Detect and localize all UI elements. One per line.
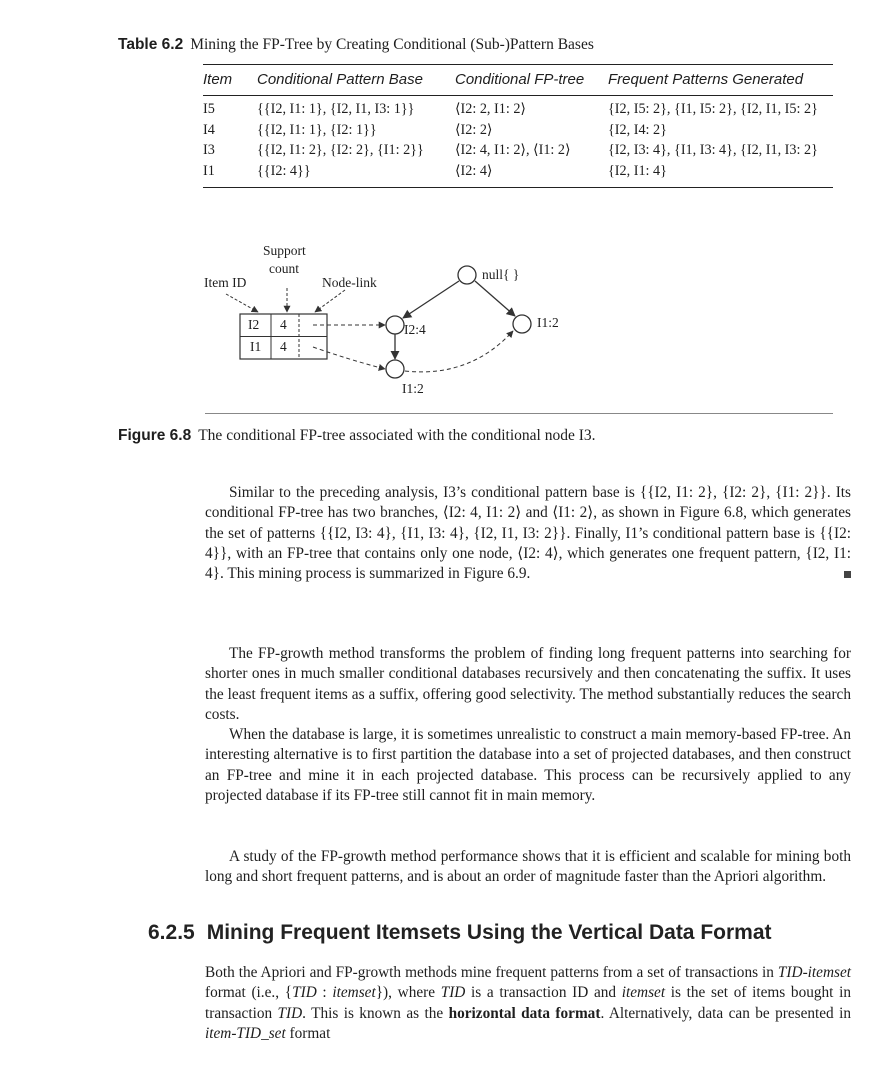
cell-item: I5 (203, 101, 215, 117)
section-heading: 6.2.5 Mining Frequent Itemsets Using the … (148, 921, 772, 945)
fp-tree-diagram (225, 265, 532, 379)
i2-node-label: I2:4 (404, 322, 426, 337)
cell-pattern-base: {{I2: 4}} (257, 162, 311, 179)
end-of-example-mark (844, 571, 851, 579)
figure-caption-text: The conditional FP-tree associated with … (198, 427, 596, 444)
table-bottom-rule (203, 187, 833, 188)
cell-fp-tree: ⟨I2: 4⟩ (455, 162, 493, 179)
table-row: I4 {{I2, I1: 1}, {I2: 1}} ⟨I2: 2⟩ {I2, I… (203, 120, 833, 141)
header-frequent-patterns: Frequent Patterns Generated (608, 71, 804, 88)
paragraph-2: The FP-growth method transforms the prob… (205, 645, 851, 723)
paragraph-4: A study of the FP-growth method performa… (205, 848, 851, 886)
cell-patterns: {I2, I1: 4} (608, 162, 667, 179)
figure-label: Figure 6.8 (118, 427, 192, 444)
table-label: Table 6.2 (118, 36, 184, 53)
figure-caption: Figure 6.8 The conditional FP-tree associ… (118, 427, 596, 445)
section-number: 6.2.5 (148, 921, 195, 944)
i1-right-node-label: I1:2 (537, 315, 559, 330)
cell-fp-tree: ⟨I2: 2, I1: 2⟩ (455, 101, 526, 117)
cell-item: I1 (203, 162, 215, 179)
conditional-pattern-table: Item Conditional Pattern Base Conditiona… (203, 64, 833, 188)
figure-conditional-fp-tree: Item ID Support count Node-link null{ } … (0, 238, 886, 398)
cell-pattern-base: {{I2, I1: 1}, {I2: 1}} (257, 121, 377, 138)
cell-pattern-base: {{I2, I1: 1}, {I2, I1, I3: 1}} (257, 101, 415, 117)
table-header-row: Item Conditional Pattern Base Conditiona… (203, 65, 833, 92)
table-caption: Table 6.2 Mining the FP-Tree by Creating … (118, 36, 594, 54)
table-caption-text: Mining the FP-Tree by Creating Condition… (190, 36, 594, 53)
paragraph-3: When the database is large, it is someti… (205, 726, 851, 804)
null-node-label: null{ } (482, 267, 520, 282)
cell-item: I4 (203, 121, 215, 138)
cell-fp-tree: ⟨I2: 4, I1: 2⟩, ⟨I1: 2⟩ (455, 142, 571, 158)
table-row: I1 {{I2: 4}} ⟨I2: 4⟩ {I2, I1: 4} (203, 161, 833, 182)
table-row: I3 {{I2, I1: 2}, {I2: 2}, {I1: 2}} ⟨I2: … (203, 140, 833, 161)
header-item: Item (203, 71, 233, 88)
figure-rule (205, 413, 833, 414)
node-i1-right (512, 314, 532, 334)
cell-patterns: {I2, I3: 4}, {I1, I3: 4}, {I2, I1, I3: 2… (608, 142, 818, 158)
node-link-label: Node-link (322, 275, 377, 290)
count-label: count (269, 261, 299, 276)
paragraph-5: Both the Apriori and FP-growth methods m… (205, 964, 851, 1042)
cell-fp-tree: ⟨I2: 2⟩ (455, 121, 493, 138)
table-header-rule (203, 95, 833, 96)
cell-patterns: {I2, I4: 2} (608, 121, 667, 138)
node-null (457, 265, 477, 285)
support-label: Support (263, 243, 306, 258)
header-item-i1: I1 (250, 339, 262, 354)
header-conditional-fp-tree: Conditional FP-tree (455, 71, 585, 88)
item-id-label: Item ID (204, 275, 247, 290)
cell-pattern-base: {{I2, I1: 2}, {I2: 2}, {I1: 2}} (257, 142, 424, 158)
node-i1-bottom (385, 359, 405, 379)
header-count-i1: 4 (280, 339, 287, 354)
cell-item: I3 (203, 142, 215, 158)
header-count-i2: 4 (280, 317, 287, 332)
header-item-i2: I2 (248, 317, 260, 332)
i1-bottom-node-label: I1:2 (402, 381, 424, 396)
node-i2 (385, 315, 405, 335)
paragraph-1-text: Similar to the preceding analysis, I3’s … (205, 484, 851, 583)
cell-patterns: {I2, I5: 2}, {I1, I5: 2}, {I2, I1, I5: 2… (608, 101, 818, 117)
table-top-rule (203, 64, 833, 65)
paragraph-1: Similar to the preceding analysis, I3’s … (205, 483, 851, 584)
header-conditional-pattern-base: Conditional Pattern Base (257, 71, 423, 88)
table-row: I5 {{I2, I1: 1}, {I2, I1, I3: 1}} ⟨I2: 2… (203, 99, 833, 120)
section-title: Mining Frequent Itemsets Using the Verti… (206, 921, 772, 944)
